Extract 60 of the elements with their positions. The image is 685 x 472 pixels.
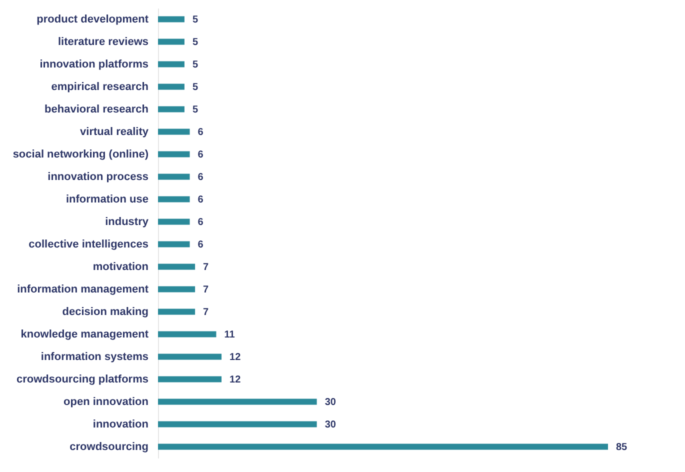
data-label: 6 bbox=[198, 149, 204, 160]
y-tick-label: innovation process bbox=[48, 170, 148, 183]
bar bbox=[158, 308, 196, 315]
y-tick-label: crowdsourcing bbox=[70, 440, 148, 453]
y-tick-label: social networking (online) bbox=[12, 148, 149, 160]
data-label: 5 bbox=[192, 82, 198, 93]
bar bbox=[158, 444, 608, 450]
data-label: 12 bbox=[230, 352, 242, 363]
y-tick-label: crowdsourcing platforms bbox=[16, 373, 148, 386]
data-label: 7 bbox=[203, 262, 210, 273]
data-label: 7 bbox=[203, 306, 210, 318]
y-tick-label: open innovation bbox=[64, 396, 149, 408]
data-label: 5 bbox=[192, 14, 198, 26]
bar bbox=[158, 174, 190, 180]
y-tick-label: innovation platforms bbox=[40, 58, 148, 70]
bar bbox=[158, 421, 317, 428]
y-tick-label: product development bbox=[36, 13, 149, 26]
bar bbox=[158, 331, 216, 338]
data-label: 7 bbox=[203, 284, 210, 296]
y-tick-label: behavioral research bbox=[44, 103, 149, 116]
data-label: 6 bbox=[198, 194, 204, 206]
y-tick-label: information systems bbox=[40, 350, 148, 363]
bar bbox=[158, 286, 196, 292]
bar bbox=[158, 376, 222, 382]
data-label: 6 bbox=[198, 126, 204, 138]
y-tick-label: information use bbox=[66, 193, 148, 206]
y-tick-label: information management bbox=[17, 283, 149, 296]
y-tick-label: virtual reality bbox=[80, 126, 150, 138]
bar bbox=[158, 61, 184, 68]
bar bbox=[158, 151, 190, 158]
bar bbox=[158, 218, 190, 225]
data-label: 85 bbox=[616, 442, 628, 453]
bar bbox=[158, 196, 190, 202]
y-tick-label: collective intelligences bbox=[28, 238, 148, 250]
data-label: 30 bbox=[324, 419, 336, 430]
bar bbox=[158, 128, 190, 135]
data-label: 5 bbox=[192, 36, 198, 48]
bar bbox=[158, 16, 184, 22]
data-label: 30 bbox=[324, 396, 336, 408]
y-tick-label: motivation bbox=[92, 260, 149, 273]
y-tick-label: decision making bbox=[62, 306, 148, 318]
data-label: 11 bbox=[224, 329, 236, 340]
data-label: 5 bbox=[192, 59, 198, 70]
data-label: 6 bbox=[198, 172, 204, 183]
y-tick-label: innovation bbox=[92, 418, 149, 430]
y-tick-label: literature reviews bbox=[58, 36, 148, 48]
y-tick-label: industry bbox=[105, 216, 150, 228]
bar bbox=[158, 106, 184, 112]
bar bbox=[158, 84, 184, 90]
y-tick-label: empirical research bbox=[51, 80, 149, 93]
bar bbox=[158, 398, 317, 405]
data-label: 12 bbox=[230, 374, 242, 386]
data-label: 6 bbox=[198, 239, 204, 250]
bar bbox=[158, 241, 190, 248]
bar bbox=[158, 354, 222, 360]
data-label: 6 bbox=[198, 216, 204, 228]
bar bbox=[158, 38, 184, 45]
bar bbox=[158, 264, 196, 270]
data-label: 5 bbox=[192, 104, 198, 116]
y-tick-label: knowledge management bbox=[20, 328, 149, 340]
